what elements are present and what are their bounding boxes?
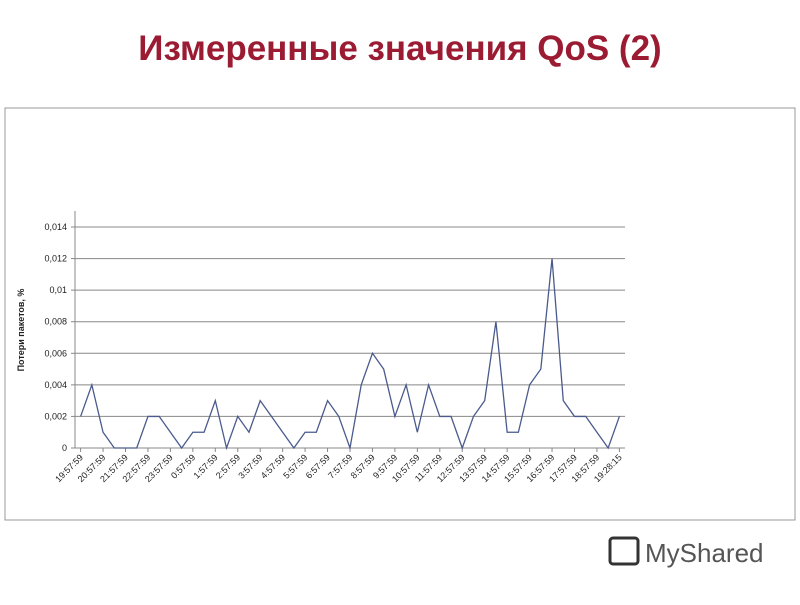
data-line bbox=[79, 258, 621, 451]
y-tick-label: 0,002 bbox=[44, 411, 67, 421]
slide-title: Измеренные значения QoS (2) bbox=[138, 29, 661, 68]
y-tick-label: 0,014 bbox=[44, 222, 67, 232]
watermark-logo: MyShared bbox=[608, 536, 764, 568]
y-tick-label: 0 bbox=[62, 443, 67, 453]
watermark: MyShared bbox=[645, 538, 764, 568]
chart-frame bbox=[4, 107, 796, 521]
y-tick-label: 0,006 bbox=[44, 348, 67, 358]
logo-icon bbox=[608, 536, 640, 566]
y-axis-title: Потери пакетов, % bbox=[16, 289, 26, 372]
y-tick-label: 0,012 bbox=[44, 254, 67, 264]
y-tick-label: 0,004 bbox=[44, 380, 67, 390]
y-tick-label: 0,008 bbox=[44, 317, 67, 327]
y-tick-label: 0,01 bbox=[49, 285, 67, 295]
